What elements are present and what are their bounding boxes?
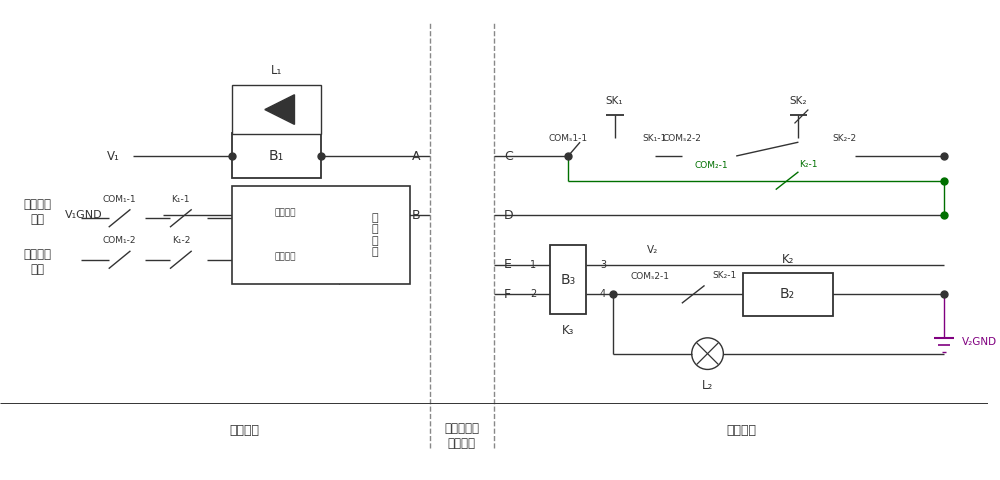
Text: 2: 2 (530, 289, 537, 300)
Text: K₂-1: K₂-1 (799, 160, 818, 169)
Text: 4: 4 (600, 289, 606, 300)
Text: 前后端设备
互联电缆: 前后端设备 互联电缆 (444, 421, 479, 450)
Text: K₁: K₁ (270, 189, 283, 202)
Text: E: E (504, 258, 512, 271)
Text: COMₛ2-1: COMₛ2-1 (630, 272, 669, 281)
Text: F: F (504, 288, 511, 301)
Text: COM₁-2: COM₁-2 (103, 237, 136, 245)
Text: COMₛ2-2: COMₛ2-2 (662, 134, 701, 143)
Text: 点
火
激
励: 点 火 激 励 (371, 213, 378, 257)
Text: 1: 1 (530, 260, 537, 270)
Bar (232, 85, 321, 134)
Text: D: D (504, 209, 514, 222)
Text: V₂: V₂ (647, 245, 658, 255)
Text: SK₁: SK₁ (606, 96, 623, 106)
Text: COM₁-1: COM₁-1 (103, 195, 136, 204)
Bar (743, 273, 833, 316)
Text: B₁: B₁ (269, 149, 284, 163)
Text: 3: 3 (600, 260, 606, 270)
Text: COM₂-1: COM₂-1 (695, 161, 728, 170)
Text: K₂: K₂ (781, 253, 794, 266)
Text: SK₂-1: SK₂-1 (712, 271, 737, 280)
Text: B₂: B₂ (780, 288, 795, 301)
Bar (550, 245, 586, 314)
Text: SK₂-2: SK₂-2 (832, 134, 856, 143)
Text: B₃: B₃ (561, 273, 576, 287)
Text: V₁: V₁ (107, 149, 120, 163)
Text: 前端设备: 前端设备 (229, 424, 259, 437)
Text: V₂GND: V₂GND (961, 337, 997, 347)
Text: L₁: L₁ (271, 63, 282, 76)
Text: SK₁-1: SK₁-1 (642, 134, 667, 143)
Text: 点火输出
正端: 点火输出 正端 (24, 198, 52, 227)
Text: COMₛ1-1: COMₛ1-1 (549, 134, 588, 143)
Bar (232, 133, 321, 178)
Text: 后端设备: 后端设备 (726, 424, 756, 437)
Text: V₁GND: V₁GND (65, 210, 103, 220)
Text: C: C (504, 149, 513, 163)
Text: B: B (411, 209, 420, 222)
Text: SK₂: SK₂ (790, 96, 807, 106)
Text: K₁-1: K₁-1 (172, 195, 190, 204)
Text: K₃: K₃ (562, 324, 574, 337)
Polygon shape (265, 95, 294, 124)
Text: 点火输出
负端: 点火输出 负端 (24, 248, 52, 276)
Text: K₁-2: K₁-2 (172, 237, 190, 245)
Text: 输出负端: 输出负端 (275, 252, 296, 261)
Text: 输出正端: 输出正端 (275, 209, 296, 218)
Bar (232, 186, 410, 285)
Text: A: A (411, 149, 420, 163)
Text: L₂: L₂ (702, 379, 713, 392)
